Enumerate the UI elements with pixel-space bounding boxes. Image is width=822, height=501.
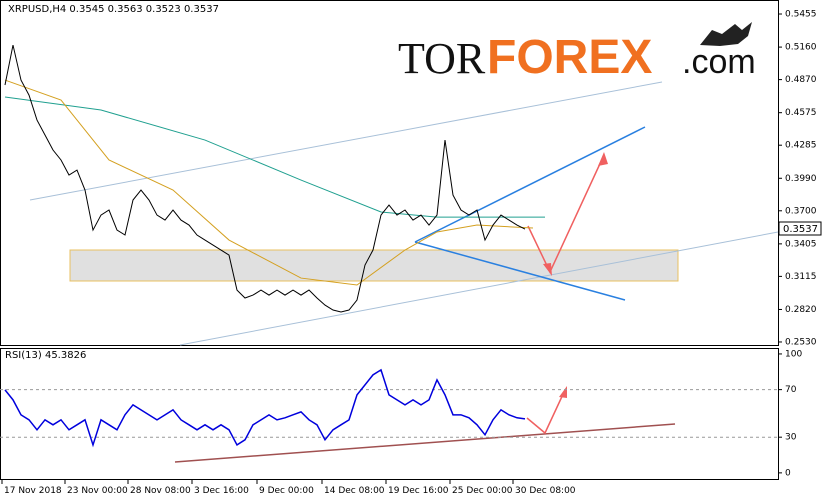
- support-zone: [69, 249, 679, 282]
- y-tick-label: 30: [785, 433, 797, 443]
- y-tick-label: 0.4870: [785, 75, 817, 85]
- x-tick-label: 23 Nov 00:00: [67, 486, 128, 496]
- logo-forex: FOREX: [487, 31, 652, 84]
- bull-icon: [700, 22, 752, 46]
- rsi-trendline: [174, 423, 676, 463]
- arrowhead: [543, 263, 552, 276]
- logo: TOR FOREX .com: [398, 22, 756, 84]
- rsi-frame: [0, 348, 779, 480]
- x-tick-label: 9 Dec 00:00: [259, 486, 314, 496]
- channel-bottom: [179, 231, 779, 346]
- y-tick-label: 0: [785, 468, 791, 478]
- x-tick-label: 14 Dec 08:00: [324, 486, 385, 496]
- rsi-line: [4, 368, 526, 448]
- y-tick-label: 0.3700: [785, 206, 817, 216]
- channel-top: [29, 81, 663, 201]
- y-tick-label: 0.3990: [785, 174, 817, 184]
- y-tick-label: 0.4285: [785, 141, 817, 151]
- x-tick-label: 19 Dec 16:00: [388, 486, 449, 496]
- rsi-forecast-arrow: [526, 389, 566, 435]
- moving-average: [4, 79, 534, 286]
- price-line: [4, 44, 526, 313]
- x-tick-label: 3 Dec 16:00: [194, 486, 249, 496]
- x-tick-label: 25 Dec 00:00: [452, 486, 513, 496]
- arrowhead: [559, 386, 567, 398]
- chart-header: XRPUSD,H4 0.3545 0.3563 0.3523 0.3537: [8, 4, 219, 15]
- triangle-top: [414, 126, 646, 243]
- logo-com: .com: [682, 43, 756, 81]
- price-badge: [778, 221, 822, 236]
- y-tick-label: 100: [785, 349, 802, 359]
- x-tick-label: 28 Nov 08:00: [130, 486, 191, 496]
- y-tick-label: 0.5455: [785, 10, 817, 20]
- y-tick-label: 0.2530: [785, 337, 817, 347]
- arrowhead: [598, 152, 608, 166]
- y-tick-label: 0.3405: [785, 239, 817, 249]
- rsi-title: RSI(13) 45.3826: [5, 350, 86, 361]
- y-tick-label: 0.2820: [785, 305, 817, 315]
- y-tick-label: 70: [785, 385, 797, 395]
- x-tick-label: 30 Dec 08:00: [515, 486, 576, 496]
- logo-tor: TOR: [398, 34, 486, 83]
- y-tick-label: 0.4575: [785, 108, 817, 118]
- triangle-bottom: [414, 241, 626, 301]
- y-tick-label: 0.3115: [785, 272, 817, 282]
- y-tick-label: 0.5160: [785, 43, 817, 53]
- moving-average: [4, 96, 545, 218]
- price-frame: [0, 0, 779, 346]
- last-price: 0.3537: [783, 224, 818, 235]
- x-tick-label: 17 Nov 2018: [4, 486, 62, 496]
